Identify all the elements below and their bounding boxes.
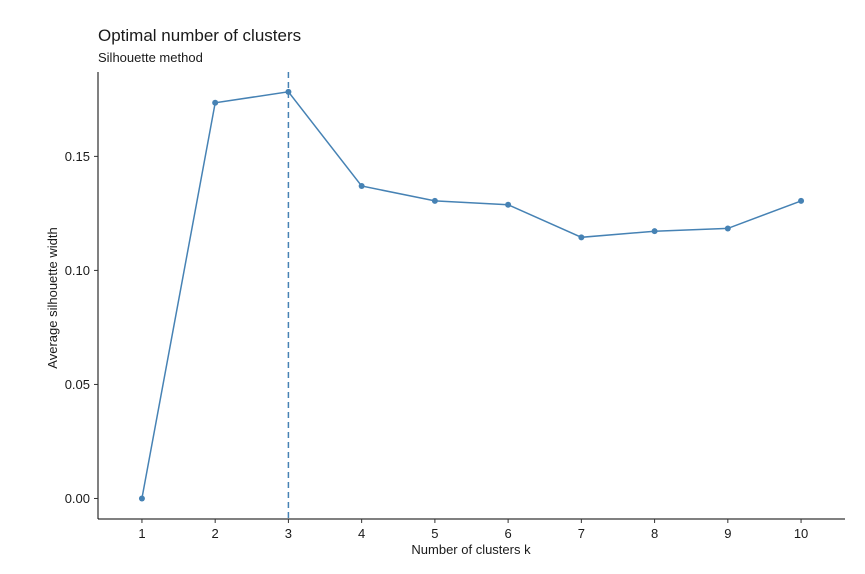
data-point bbox=[651, 228, 658, 235]
x-tick-label: 5 bbox=[431, 526, 438, 541]
data-point bbox=[285, 88, 292, 95]
x-tick-label: 2 bbox=[212, 526, 219, 541]
data-point bbox=[578, 234, 585, 241]
data-point bbox=[358, 183, 365, 190]
data-point bbox=[505, 201, 512, 208]
y-axis-title: Average silhouette width bbox=[45, 227, 60, 368]
data-point bbox=[138, 495, 145, 502]
x-tick-label: 7 bbox=[578, 526, 585, 541]
chart-title: Optimal number of clusters bbox=[98, 26, 301, 45]
x-tick-label: 10 bbox=[794, 526, 808, 541]
data-point bbox=[798, 197, 805, 204]
y-tick-label: 0.05 bbox=[65, 377, 90, 392]
x-axis-title: Number of clusters k bbox=[411, 542, 531, 557]
data-point bbox=[724, 225, 731, 232]
y-tick-label: 0.10 bbox=[65, 263, 90, 278]
y-tick-label: 0.15 bbox=[65, 149, 90, 164]
chart-subtitle: Silhouette method bbox=[98, 50, 203, 65]
data-point bbox=[212, 99, 219, 106]
series-line bbox=[141, 90, 802, 499]
x-tick-label: 8 bbox=[651, 526, 658, 541]
x-tick-label: 9 bbox=[724, 526, 731, 541]
x-tick-label: 3 bbox=[285, 526, 292, 541]
plot-area: 0.00 0.05 0.10 0.15 1 2 3 4 5 6 7 8 9 10 bbox=[65, 72, 845, 541]
y-tick-label: 0.00 bbox=[65, 491, 90, 506]
x-tick-label: 6 bbox=[505, 526, 512, 541]
data-point bbox=[431, 197, 438, 204]
x-tick-label: 4 bbox=[358, 526, 365, 541]
x-tick-label: 1 bbox=[138, 526, 145, 541]
